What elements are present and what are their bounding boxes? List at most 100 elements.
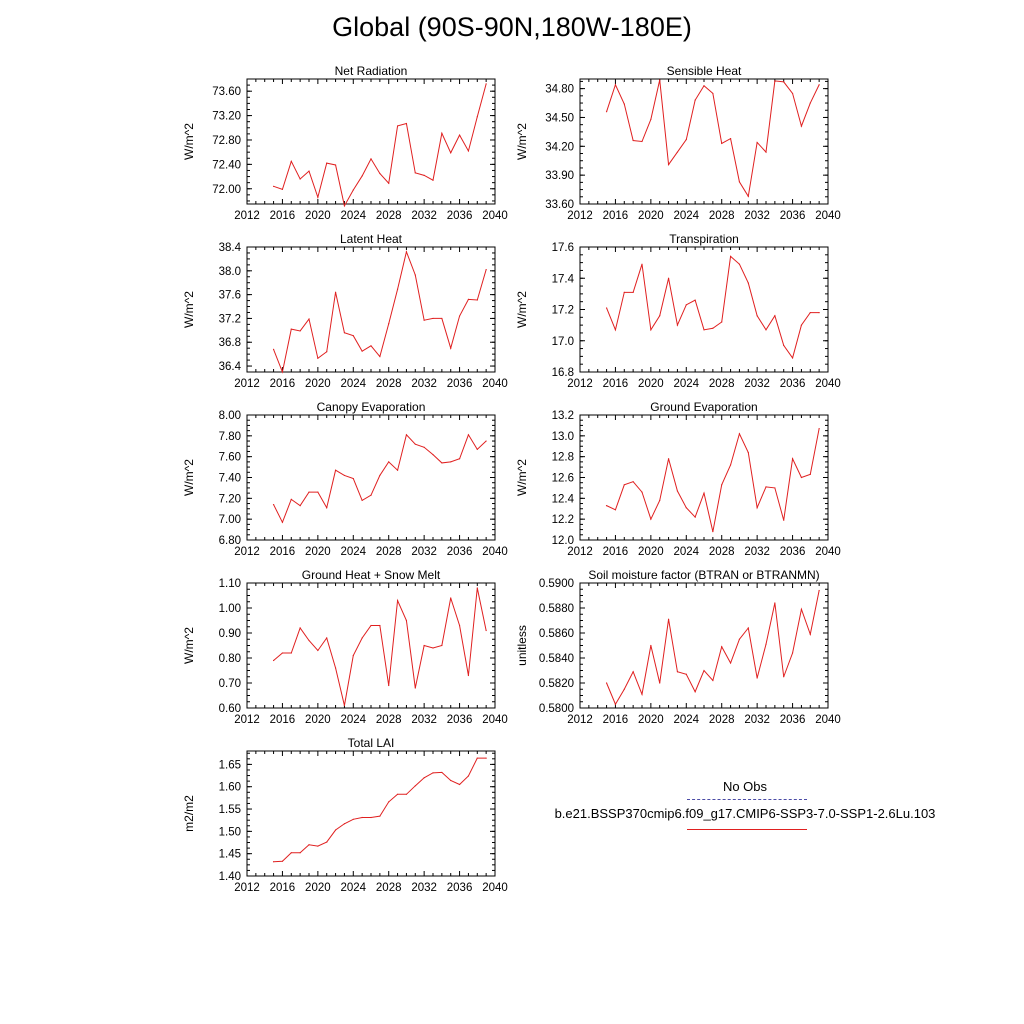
x-tick-label: 2012 bbox=[234, 714, 260, 726]
y-tick-label: 17.4 bbox=[552, 273, 575, 285]
data-point bbox=[272, 503, 275, 506]
data-point bbox=[765, 329, 767, 331]
data-point bbox=[694, 691, 696, 693]
data-point bbox=[605, 682, 608, 684]
x-tick-label: 2020 bbox=[638, 210, 664, 222]
y-tick-label: 36.4 bbox=[219, 361, 242, 373]
data-point bbox=[712, 679, 714, 682]
data-point bbox=[281, 521, 284, 523]
y-tick-label: 1.40 bbox=[219, 871, 241, 883]
plot-frame bbox=[246, 582, 496, 709]
chart-title: Net Radiation bbox=[335, 64, 408, 78]
legend-obs-label: No Obs bbox=[722, 779, 768, 794]
data-point bbox=[423, 777, 425, 779]
y-tick-label: 13.0 bbox=[552, 431, 574, 443]
data-point bbox=[361, 350, 363, 352]
data-point bbox=[290, 160, 292, 162]
data-point bbox=[467, 674, 470, 677]
data-point bbox=[774, 602, 776, 604]
data-point bbox=[343, 823, 346, 825]
legend-model-label: b.e21.BSSP370cmip6.f09_g17.CMIP6-SSP3-7.… bbox=[554, 806, 936, 821]
data-point bbox=[450, 779, 452, 782]
data-point bbox=[685, 673, 687, 675]
y-tick-label: 34.50 bbox=[545, 112, 574, 124]
y-tick-label: 0.5860 bbox=[539, 628, 574, 640]
chart-title: Transpiration bbox=[669, 232, 739, 246]
data-point bbox=[441, 771, 443, 774]
y-tick-label: 72.80 bbox=[212, 135, 241, 147]
data-point bbox=[308, 844, 310, 846]
x-tick-label: 2012 bbox=[567, 378, 593, 390]
data-point bbox=[467, 434, 470, 436]
x-tick-label: 2024 bbox=[340, 714, 366, 726]
data-point bbox=[388, 801, 390, 803]
y-axis-label: W/m^2 bbox=[515, 291, 529, 328]
x-tick-label: 2012 bbox=[234, 882, 260, 894]
x-tick-label: 2020 bbox=[305, 378, 331, 390]
data-point bbox=[765, 151, 767, 153]
data-point bbox=[458, 134, 461, 136]
data-point bbox=[405, 434, 408, 436]
x-tick-label: 2032 bbox=[744, 546, 770, 558]
data-point bbox=[405, 619, 408, 622]
data-point bbox=[623, 688, 625, 690]
x-tick-label: 2040 bbox=[482, 546, 508, 558]
data-point bbox=[272, 185, 275, 187]
data-point bbox=[458, 783, 461, 786]
y-tick-label: 33.60 bbox=[545, 199, 574, 211]
x-tick-label: 2024 bbox=[340, 882, 366, 894]
data-point bbox=[774, 315, 776, 317]
x-tick-label: 2040 bbox=[482, 210, 508, 222]
plot-frame bbox=[579, 246, 829, 373]
series-line bbox=[606, 79, 820, 198]
y-tick-label: 0.5840 bbox=[539, 653, 574, 665]
y-tick-label: 33.90 bbox=[545, 170, 574, 182]
data-point bbox=[370, 624, 372, 627]
plot-frame bbox=[246, 246, 496, 373]
x-tick-label: 2028 bbox=[376, 546, 402, 558]
data-point bbox=[756, 141, 758, 144]
y-tick-label: 12.2 bbox=[552, 514, 574, 526]
y-tick-label: 0.80 bbox=[219, 653, 241, 665]
data-point bbox=[299, 627, 301, 629]
data-point bbox=[272, 659, 275, 662]
y-tick-label: 8.00 bbox=[219, 410, 241, 422]
data-point bbox=[756, 677, 758, 679]
data-point bbox=[450, 152, 452, 154]
data-point bbox=[423, 319, 425, 321]
data-point bbox=[467, 150, 470, 152]
data-point bbox=[326, 162, 328, 164]
x-tick-label: 2020 bbox=[305, 714, 331, 726]
data-point bbox=[614, 329, 617, 331]
x-tick-label: 2040 bbox=[482, 378, 508, 390]
data-point bbox=[396, 793, 399, 795]
data-point bbox=[317, 196, 319, 198]
y-tick-label: 0.60 bbox=[219, 703, 241, 715]
y-axis-label: unitless bbox=[515, 625, 529, 666]
y-tick-label: 0.5800 bbox=[539, 703, 574, 715]
x-tick-label: 2028 bbox=[709, 714, 735, 726]
data-point bbox=[343, 205, 346, 207]
data-point bbox=[388, 182, 390, 184]
data-point bbox=[326, 637, 328, 639]
data-point bbox=[485, 757, 487, 759]
x-tick-label: 2036 bbox=[447, 210, 473, 222]
y-tick-label: 1.55 bbox=[219, 804, 241, 816]
plot-frame bbox=[579, 78, 829, 205]
data-point bbox=[352, 818, 354, 820]
series-line bbox=[273, 587, 487, 706]
y-tick-label: 7.60 bbox=[219, 452, 241, 464]
data-point bbox=[756, 315, 758, 317]
data-point bbox=[396, 288, 399, 290]
x-tick-label: 2016 bbox=[270, 882, 296, 894]
data-point bbox=[614, 703, 617, 705]
series-line bbox=[273, 757, 487, 863]
data-point bbox=[485, 269, 487, 271]
y-tick-label: 72.40 bbox=[212, 159, 241, 171]
x-tick-label: 2036 bbox=[447, 882, 473, 894]
y-tick-label: 0.90 bbox=[219, 628, 241, 640]
data-point bbox=[756, 507, 758, 509]
data-point bbox=[738, 433, 741, 435]
y-tick-label: 0.5820 bbox=[539, 678, 574, 690]
data-point bbox=[432, 772, 434, 774]
